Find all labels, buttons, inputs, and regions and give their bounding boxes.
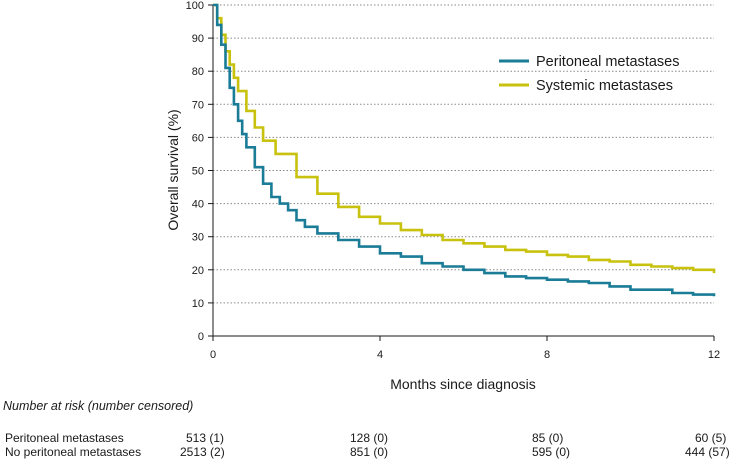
series-lines <box>213 3 716 297</box>
x-ticks: 0 4 8 12 <box>210 336 720 361</box>
grid <box>213 4 714 304</box>
risk-cell: 2513 (2) <box>180 445 225 459</box>
risk-cell: 85 (0) <box>532 431 564 445</box>
risk-cell: 513 (1) <box>186 431 225 445</box>
y-ticks: 0 10 20 30 40 50 60 70 80 90 100 <box>186 0 213 343</box>
legend: Peritoneal metastases Systemic metastase… <box>499 54 679 94</box>
risk-cell: 595 (0) <box>532 445 571 459</box>
x-axis-label: Months since diagnosis <box>390 376 536 392</box>
risk-row-label-no-peritoneal: No peritoneal metastases <box>5 445 142 459</box>
x-tick-label: 8 <box>544 349 550 361</box>
series-line-systemic <box>213 3 716 274</box>
risk-cell: 60 (5) <box>695 431 727 445</box>
y-axis-label: Overall survival (%) <box>165 109 181 230</box>
y-tick-label: 30 <box>192 232 204 244</box>
legend-label-peritoneal: Peritoneal metastases <box>536 54 679 70</box>
y-tick-label: 10 <box>192 298 204 310</box>
x-tick-label: 4 <box>377 349 383 361</box>
risk-table-title: Number at risk (number censored) <box>3 399 194 413</box>
y-tick-label: 50 <box>192 166 204 178</box>
x-tick-label: 12 <box>708 349 720 361</box>
y-tick-label: 80 <box>192 66 204 78</box>
risk-cell: 444 (57) <box>685 445 730 459</box>
y-tick-label: 40 <box>192 199 204 211</box>
legend-label-systemic: Systemic metastases <box>536 78 673 94</box>
y-tick-label: 20 <box>192 265 204 277</box>
y-tick-label: 100 <box>186 0 204 12</box>
y-tick-label: 60 <box>192 132 204 144</box>
series-line-peritoneal <box>213 3 716 297</box>
risk-row-label-peritoneal: Peritoneal metastases <box>5 431 124 445</box>
y-tick-label: 70 <box>192 99 204 111</box>
y-tick-label: 0 <box>198 331 204 343</box>
risk-cell: 851 (0) <box>350 445 389 459</box>
km-chart: 0 10 20 30 40 50 60 70 80 90 100 0 4 8 12 Overall sur… <box>165 0 720 392</box>
x-tick-label: 0 <box>210 349 216 361</box>
y-tick-label: 90 <box>192 33 204 45</box>
risk-cell: 128 (0) <box>350 431 389 445</box>
